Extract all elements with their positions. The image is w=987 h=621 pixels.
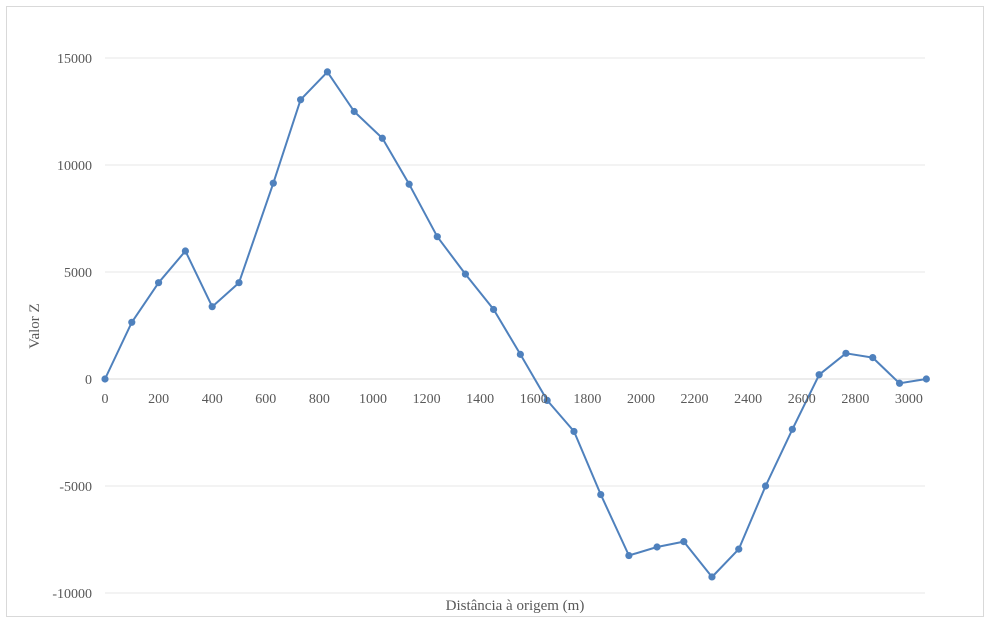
x-tick-label-5: 1000 — [359, 392, 387, 407]
data-point-6 — [269, 179, 277, 187]
data-point-2 — [154, 279, 163, 287]
data-point-29 — [895, 379, 904, 387]
x-tick-label-2: 400 — [202, 392, 223, 407]
data-point-18 — [597, 490, 605, 499]
x-tick-label-8: 1600 — [520, 392, 548, 407]
x-tick-label-15: 3000 — [895, 392, 923, 407]
data-point-3 — [181, 247, 189, 255]
data-point-4 — [208, 303, 216, 311]
x-tick-label-6: 1200 — [413, 392, 441, 407]
x-tick-label-12: 2400 — [734, 392, 762, 407]
data-point-0 — [101, 375, 109, 383]
data-point-30 — [922, 375, 930, 383]
x-tick-label-14: 2800 — [841, 392, 869, 407]
y-tick-label-3: 5000 — [64, 266, 92, 281]
gridlines — [105, 57, 925, 594]
y-axis-title: Valor Z — [27, 303, 43, 348]
y-tick-label-4: 10000 — [57, 159, 92, 174]
x-tick-label-3: 600 — [255, 392, 276, 407]
x-axis-title: Distância à origem (m) — [446, 598, 585, 614]
x-tick-label-4: 800 — [309, 392, 330, 407]
data-point-8 — [323, 68, 332, 76]
data-point-22 — [708, 573, 716, 581]
data-point-19 — [625, 551, 633, 560]
data-point-26 — [815, 371, 823, 379]
data-point-16 — [543, 396, 551, 404]
x-tick-label-0: 0 — [102, 392, 109, 407]
data-point-24 — [761, 482, 770, 490]
y-tick-label-1: -5000 — [59, 480, 92, 495]
data-point-28 — [869, 354, 877, 362]
x-tick-label-10: 2000 — [627, 392, 655, 407]
data-point-20 — [653, 543, 661, 551]
data-point-27 — [842, 349, 850, 357]
data-point-5 — [235, 279, 243, 287]
data-point-1 — [128, 318, 136, 326]
series-line-0 — [104, 70, 927, 578]
tick-labels: -10000 -5000 0 5000 10000 15000 0 200 400 600 800 1… — [52, 52, 923, 602]
x-tick-label-9: 1800 — [573, 392, 601, 407]
data-point-10 — [378, 134, 386, 142]
series-layer — [101, 68, 930, 581]
data-point-25 — [788, 425, 796, 433]
y-tick-label-2: 0 — [85, 373, 92, 388]
data-point-7 — [297, 96, 305, 104]
data-point-13 — [461, 270, 470, 278]
data-point-21 — [680, 538, 688, 546]
data-point-12 — [433, 233, 441, 241]
data-point-17 — [570, 427, 578, 436]
y-tick-label-5: 15000 — [57, 52, 92, 67]
data-point-15 — [516, 350, 524, 358]
data-point-14 — [489, 305, 498, 314]
x-tick-label-13: 2600 — [788, 392, 816, 407]
x-tick-label-11: 2200 — [681, 392, 709, 407]
data-point-23 — [735, 545, 743, 553]
data-point-9 — [350, 107, 358, 116]
data-point-11 — [405, 180, 413, 188]
x-tick-label-7: 1400 — [466, 392, 494, 407]
x-tick-label-1: 200 — [148, 392, 169, 407]
y-tick-label-0: -10000 — [52, 587, 92, 602]
